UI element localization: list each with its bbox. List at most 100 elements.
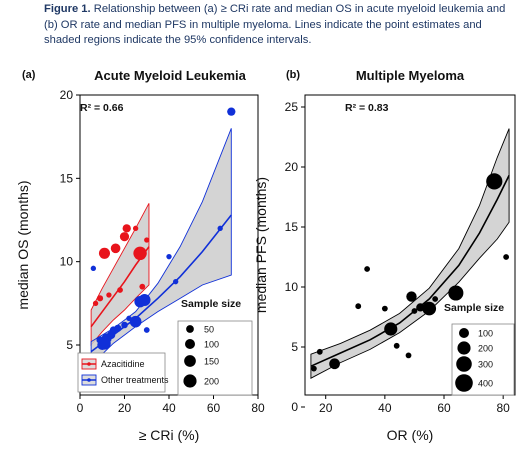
legend-size-label: 200 xyxy=(204,377,219,387)
data-point xyxy=(117,287,123,293)
data-point xyxy=(132,225,139,232)
chart-panel-1: (a) Acute Myeloid Leukemia median OS (mont… xyxy=(15,68,265,443)
confidence-band-1 xyxy=(90,203,150,347)
data-point xyxy=(310,365,317,372)
data-point xyxy=(139,283,146,290)
sample-size-legend-title: Sample size xyxy=(444,302,504,314)
figure-caption: Figure 1. Relationship between (a) ≥ CRi… xyxy=(44,2,514,49)
y-tick-label: 5 xyxy=(66,338,73,352)
y-tick-label: 10 xyxy=(60,255,74,269)
series-legend: Azacitidine Other treatments xyxy=(77,352,169,393)
data-point xyxy=(405,352,412,359)
legend-size-label: 300 xyxy=(478,360,493,370)
data-point xyxy=(227,107,236,116)
y-tick-label: 20 xyxy=(285,160,299,174)
legend-size-label: 100 xyxy=(204,340,219,350)
legend-size-label: 50 xyxy=(204,325,214,335)
data-point xyxy=(432,296,439,302)
data-point xyxy=(144,237,150,243)
chart-panel-2: (b) Multiple Myeloma median PFS (months) OR… xyxy=(253,68,516,443)
confidence-band-1 xyxy=(310,128,510,379)
data-point xyxy=(133,246,147,261)
y-tick-label: 15 xyxy=(285,220,299,234)
legend-size-marker xyxy=(185,339,195,349)
legend-size-marker xyxy=(457,341,471,355)
y-tick-label: 10 xyxy=(285,280,299,294)
data-point xyxy=(316,348,323,355)
x-axis-label: ≥ CRi (%) xyxy=(139,427,200,443)
fit-line-1 xyxy=(310,175,510,367)
data-point xyxy=(406,291,417,302)
data-point xyxy=(422,301,437,316)
figure-caption-text: Relationship between (a) ≥ CRi rate and … xyxy=(44,3,506,46)
data-point xyxy=(384,322,398,336)
x-tick-label: 40 xyxy=(162,401,176,415)
sample-size-legend: Sample size 100 200 300 400 xyxy=(444,302,515,396)
data-point xyxy=(122,224,131,233)
legend-size-marker xyxy=(456,356,472,372)
legend-size-label: 150 xyxy=(204,357,219,367)
data-point xyxy=(121,321,128,329)
plot-content xyxy=(310,128,510,379)
y-tick-label: 25 xyxy=(285,100,299,114)
x-tick-label: 40 xyxy=(378,401,392,415)
data-point xyxy=(138,293,151,307)
data-point xyxy=(166,253,172,260)
data-point xyxy=(503,254,510,260)
legend-size-marker xyxy=(455,374,473,392)
panel-label: (b) xyxy=(286,69,300,81)
data-point xyxy=(106,292,112,298)
x-tick-label: 80 xyxy=(496,401,510,415)
series-legend-marker xyxy=(87,378,91,382)
x-tick-label: 20 xyxy=(118,401,132,415)
data-point xyxy=(90,265,97,272)
r-squared-annotation: R² = 0.83 xyxy=(345,102,389,114)
legend-size-marker xyxy=(183,374,197,388)
data-point xyxy=(129,315,142,328)
chart-title: Multiple Myeloma xyxy=(356,68,465,83)
data-point xyxy=(114,324,122,332)
data-point xyxy=(381,305,388,312)
data-point xyxy=(143,327,150,333)
data-point xyxy=(173,278,179,285)
data-point xyxy=(486,173,503,190)
y-tick-label: 0 xyxy=(291,400,298,414)
x-tick-label: 60 xyxy=(207,401,221,415)
figure-caption-label: Figure 1. xyxy=(44,3,91,15)
data-point xyxy=(411,308,418,314)
y-axis-label: median PFS (months) xyxy=(253,177,269,313)
y-tick-label: 15 xyxy=(60,171,74,185)
series-legend-label: Azacitidine xyxy=(101,359,145,369)
data-point xyxy=(355,303,362,310)
legend-size-marker xyxy=(459,328,469,338)
legend-size-label: 400 xyxy=(478,379,493,389)
series-legend-marker xyxy=(87,362,91,366)
data-point xyxy=(92,300,99,307)
data-point xyxy=(448,285,464,301)
plot-area xyxy=(304,94,516,396)
y-axis-label: median OS (months) xyxy=(15,180,31,309)
legend-size-marker xyxy=(184,355,196,367)
x-tick-label: 0 xyxy=(77,401,84,415)
y-tick-label: 5 xyxy=(291,340,298,354)
x-tick-label: 60 xyxy=(437,401,451,415)
x-tick-label: 80 xyxy=(251,401,265,415)
data-point xyxy=(96,295,104,302)
r-squared-annotation: R² = 0.66 xyxy=(80,102,124,114)
chart-title: Acute Myeloid Leukemia xyxy=(94,68,246,83)
legend-size-marker xyxy=(186,325,194,333)
x-axis-label: OR (%) xyxy=(387,427,434,443)
legend-size-label: 100 xyxy=(478,329,493,339)
plot-content xyxy=(90,107,236,367)
data-point xyxy=(329,358,340,370)
legend-size-label: 200 xyxy=(478,344,493,354)
y-tick-label: 20 xyxy=(60,88,74,102)
data-point xyxy=(393,342,400,349)
sample-size-legend-title: Sample size xyxy=(181,298,241,310)
panel-label: (a) xyxy=(22,69,36,81)
data-point xyxy=(98,247,111,259)
data-point xyxy=(110,243,121,254)
series-legend-label: Other treatments xyxy=(101,375,169,385)
data-point xyxy=(119,232,130,242)
sample-size-legend: Sample size 50 100 150 200 xyxy=(177,298,253,396)
